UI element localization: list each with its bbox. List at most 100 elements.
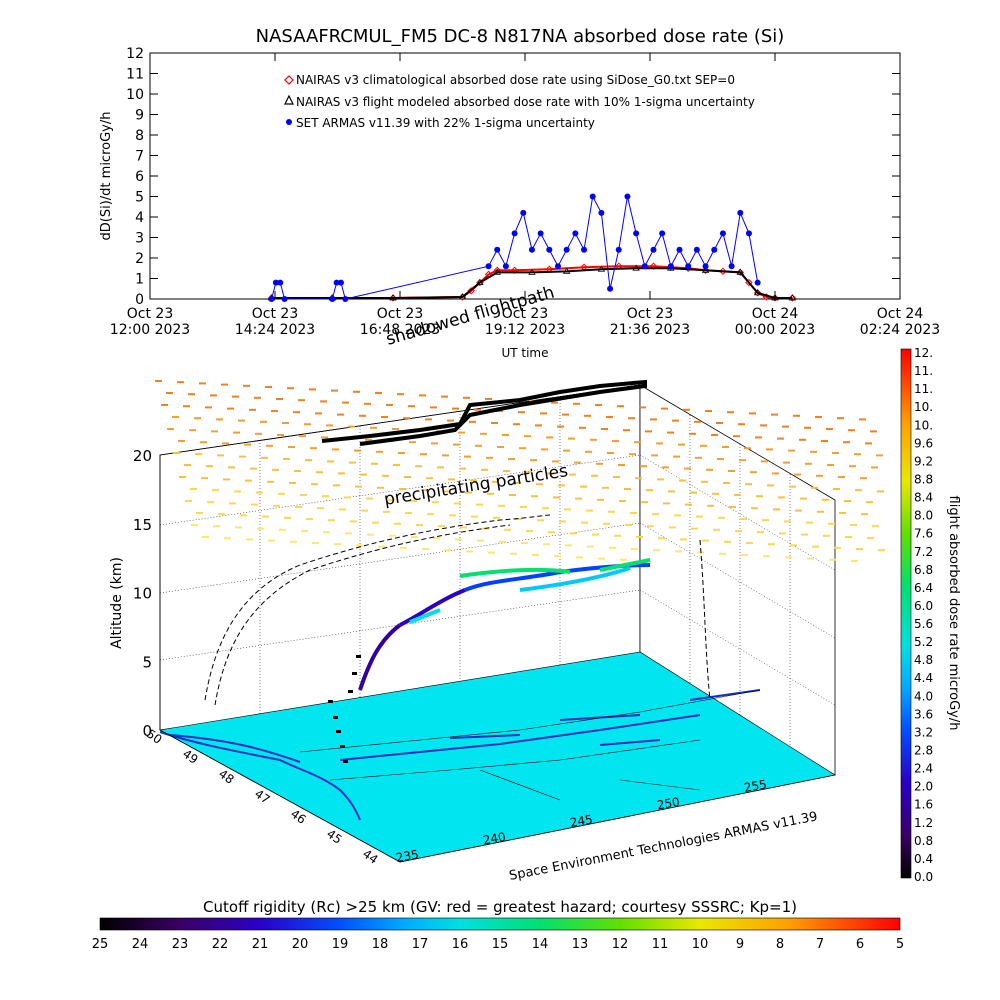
colorbar-tick-label: 6.8 [914, 563, 933, 577]
rigidity-tick-label: 14 [532, 937, 549, 952]
particle-mark [789, 485, 796, 488]
particle-mark [617, 405, 624, 408]
particle-mark [592, 533, 599, 536]
particle-mark [773, 508, 780, 511]
particle-mark [749, 412, 756, 415]
particle-mark [452, 407, 459, 410]
particle-mark [465, 491, 472, 494]
altitude-tick-label: 0 [142, 722, 152, 740]
particle-mark [779, 532, 786, 535]
particle-mark [266, 444, 273, 447]
colorbar-tick-label: 4.0 [914, 689, 933, 703]
particle-mark [711, 434, 718, 436]
longitude-axis: 235 240 245 250 255 [395, 777, 768, 865]
particle-mark [601, 428, 608, 430]
particle-mark [488, 551, 495, 554]
particle-mark [455, 538, 462, 541]
particle-mark [804, 426, 811, 429]
particle-mark [541, 448, 548, 451]
colorbar-tick-label: 11. [914, 364, 933, 378]
data-point-modeled [493, 268, 501, 275]
particle-mark [432, 501, 439, 504]
particle-mark [608, 510, 615, 513]
particle-mark [437, 466, 444, 469]
particle-mark [559, 520, 566, 523]
particle-mark [256, 491, 263, 494]
data-point-modeled [753, 289, 762, 296]
particle-mark [235, 526, 242, 529]
particle-mark [485, 398, 492, 400]
particle-mark [234, 490, 241, 493]
colorbar-tick-label: 4.4 [914, 671, 933, 685]
data-point-armas [494, 246, 501, 253]
particle-mark [422, 548, 429, 550]
particle-mark [728, 470, 735, 472]
data-point-modeled [771, 294, 779, 301]
particle-mark [178, 440, 185, 442]
data-point-modeled [736, 268, 744, 275]
particle-mark [612, 440, 619, 442]
particle-mark [575, 497, 582, 500]
y-tick-label: 3 [135, 231, 144, 247]
particle-mark [760, 424, 767, 427]
x-tick-label-date: Oct 23 [127, 306, 173, 322]
particle-mark [421, 489, 428, 492]
particle-mark [207, 501, 214, 504]
colorbar-tick-label: 12. [914, 346, 933, 360]
particle-mark [856, 548, 863, 550]
colorbar-tick-label: 5.6 [914, 617, 933, 631]
particle-mark [768, 543, 775, 546]
particle-mark [173, 452, 180, 454]
y-tick-label: 1 [135, 272, 144, 288]
particle-mark [398, 452, 405, 454]
particle-mark [619, 500, 626, 502]
data-point-armas [719, 230, 726, 237]
rigidity-tick-label: 20 [292, 937, 309, 952]
particle-mark [317, 507, 324, 510]
particle-mark [691, 527, 698, 530]
colorbar-tick-label: 4.8 [914, 653, 933, 667]
particle-mark [772, 472, 779, 475]
particle-mark [372, 521, 379, 524]
particle-mark [707, 504, 714, 507]
particle-mark [827, 464, 834, 466]
particle-mark [580, 485, 587, 488]
particle-mark [278, 492, 285, 495]
particle-mark [206, 465, 213, 468]
data-point-armas [702, 263, 709, 270]
particle-mark [474, 408, 481, 411]
legend-marker-armas [286, 119, 292, 125]
particle-mark [378, 545, 385, 548]
rigidity-tick-label: 11 [652, 937, 669, 952]
particle-mark [569, 473, 576, 476]
particle-mark [807, 557, 814, 560]
particle-mark [771, 413, 778, 416]
particle-mark [334, 543, 341, 546]
particle-mark [650, 418, 657, 421]
particle-mark [766, 448, 773, 451]
particle-mark [166, 392, 173, 394]
particle-mark [795, 509, 802, 512]
particle-mark [486, 456, 493, 459]
particle-mark [339, 508, 346, 511]
data-point-armas [337, 279, 344, 286]
data-point-armas [633, 230, 640, 237]
particle-mark [844, 500, 851, 502]
data-point-modeled [528, 268, 536, 275]
particle-mark [746, 542, 753, 544]
particle-mark [661, 407, 668, 410]
particle-mark [299, 435, 306, 438]
particle-mark [300, 494, 307, 496]
data-point-armas [281, 296, 288, 302]
particle-mark [195, 453, 202, 456]
particle-mark [618, 464, 625, 466]
colorbar-tick-label: 0.8 [914, 834, 933, 848]
particle-mark [476, 503, 483, 506]
particle-mark [641, 501, 648, 504]
particle-mark [851, 560, 858, 562]
particle-mark [228, 466, 235, 469]
particle-mark [224, 537, 231, 540]
particle-mark [394, 522, 401, 525]
coastline [159, 689, 761, 821]
